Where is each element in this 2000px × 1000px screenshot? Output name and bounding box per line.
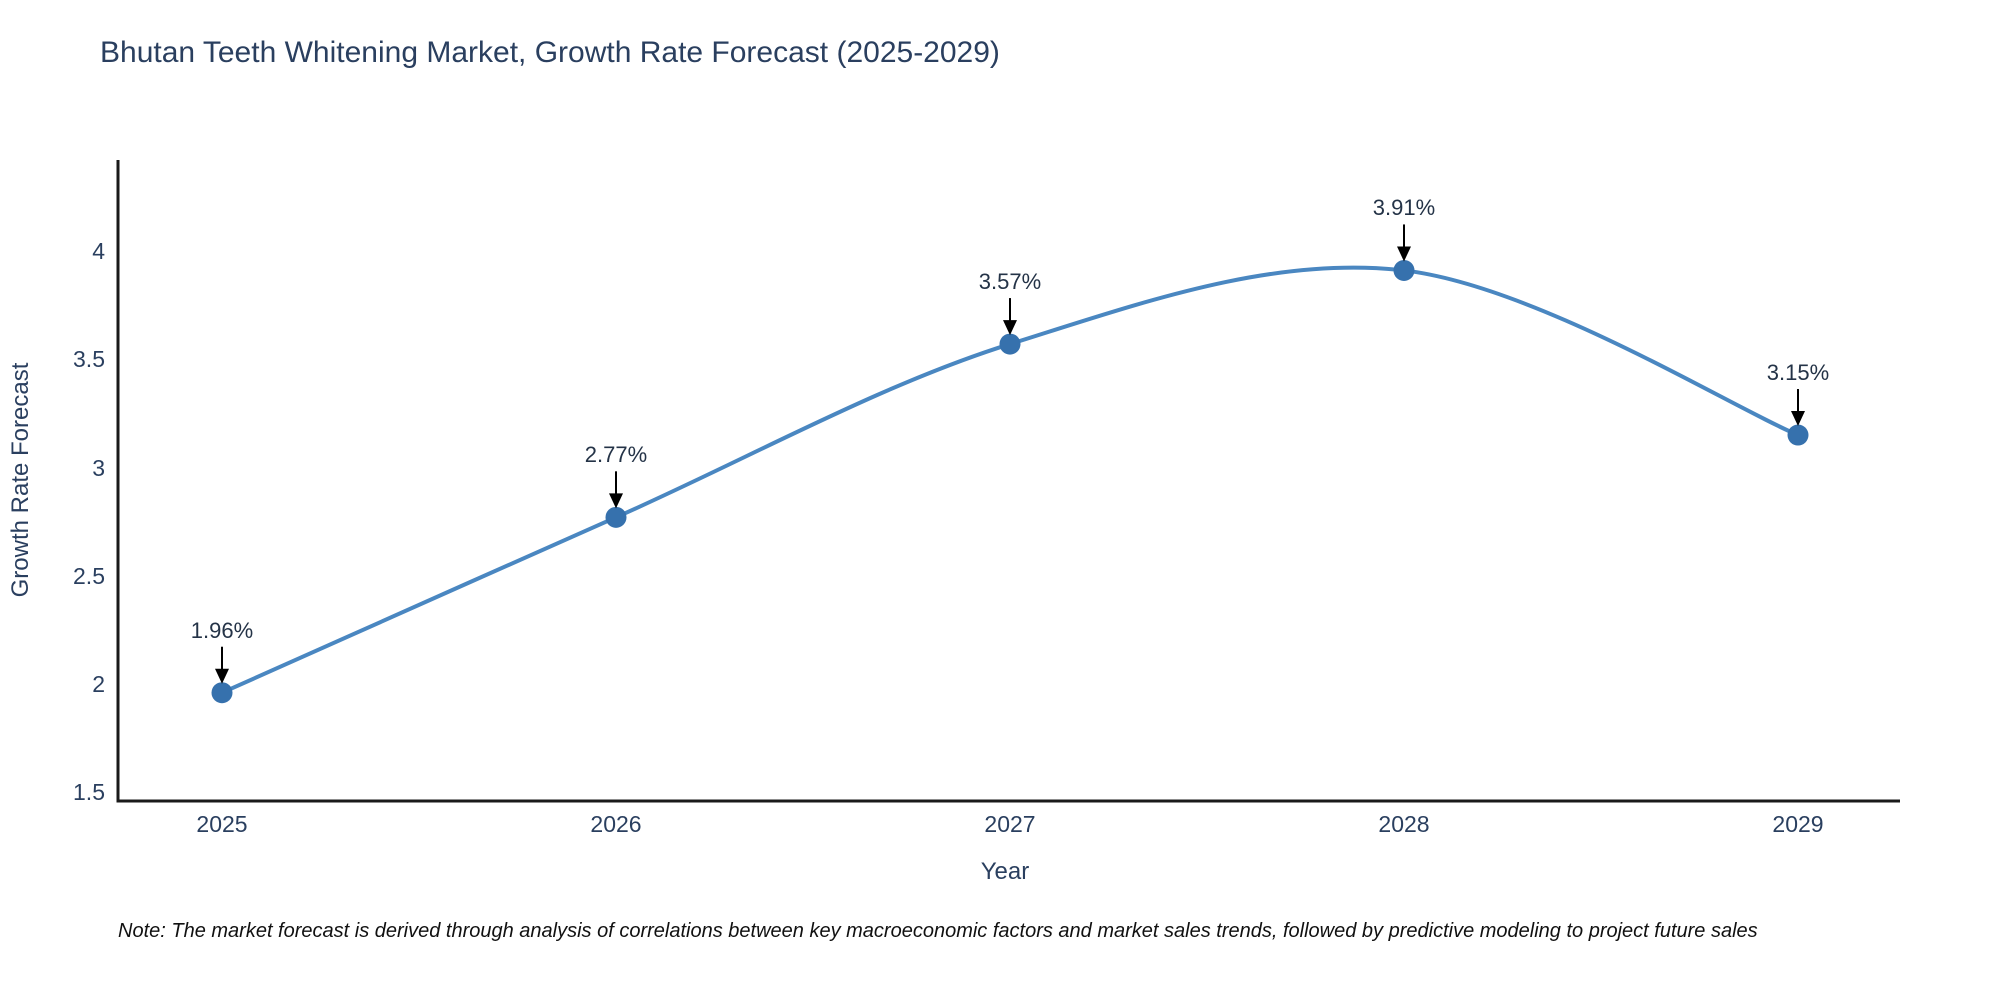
chart-note: Note: The market forecast is derived thr… [118,920,1758,942]
annotation-arrowhead [609,493,623,509]
annotation-arrowhead [1791,411,1805,427]
annotation-arrowhead [215,668,229,684]
data-point-marker [211,682,233,704]
y-tick-label: 3 [92,454,105,481]
y-tick-label: 2.5 [73,562,105,589]
data-point-marker [999,333,1021,355]
x-axis-title: Year [980,858,1030,885]
data-point-marker [1787,424,1809,446]
annotation-arrowhead [1003,320,1017,336]
x-tick-label: 2025 [196,811,248,837]
chart-title: Bhutan Teeth Whitening Market, Growth Ra… [100,36,1000,69]
data-point-label: 1.96% [190,617,254,643]
y-tick-label: 1.5 [73,779,105,806]
data-point-label: 3.57% [978,269,1042,295]
data-point-marker [605,506,627,528]
data-point-marker [1393,259,1415,281]
x-tick-label: 2026 [590,811,642,837]
x-tick-label: 2027 [984,811,1036,837]
annotation-arrowhead [1397,246,1411,262]
y-tick-label: 2 [92,671,105,698]
y-tick-label: 3.5 [73,346,105,373]
x-tick-label: 2028 [1378,811,1430,837]
data-point-label: 2.77% [584,442,648,468]
y-tick-label: 4 [92,237,105,264]
data-point-label: 3.15% [1766,360,1830,386]
x-tick-label: 2029 [1772,811,1824,837]
data-point-label: 3.91% [1372,195,1436,221]
